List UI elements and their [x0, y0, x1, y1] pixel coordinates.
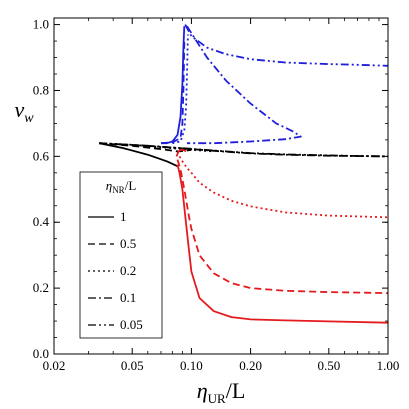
legend: ηNR/L 1 0.5 0.2 0.1 0.05 — [79, 171, 163, 339]
legend-label: 0.05 — [120, 317, 143, 332]
series-line-black-005 — [99, 142, 389, 158]
series-layer — [99, 24, 389, 324]
x-tick-label: 0.02 — [43, 358, 66, 373]
legend-title: ηNR/L — [106, 178, 137, 195]
plot-frame — [53, 17, 389, 355]
legend-label: 0.2 — [120, 263, 136, 278]
legend-label: 0.1 — [120, 290, 136, 305]
x-tick-label: 0.50 — [317, 358, 340, 373]
legend-box — [79, 171, 163, 339]
x-tick-label: 0.05 — [121, 358, 144, 373]
series-line-blue-02 — [172, 34, 189, 145]
series-line-blue-01 — [186, 25, 302, 145]
x-tick-label: 0.20 — [239, 358, 262, 373]
x-tick-label: 1.00 — [377, 358, 400, 373]
y-tick-label: 0.2 — [33, 280, 49, 295]
ticks-layer: 0.02 0.05 0.10 0.20 0.50 1.00 0.0 0.2 0.4 0.6 0.8 1… — [33, 17, 400, 373]
y-tick-label: 0.8 — [33, 82, 49, 97]
x-tick-label: 0.10 — [180, 358, 203, 373]
series-line-red-05 — [176, 159, 389, 294]
x-axis-title: ηUR/L — [197, 378, 246, 406]
series-line-blue-05 — [160, 41, 186, 145]
series-line-red-02 — [178, 155, 389, 219]
series-line-red-1 — [176, 164, 389, 324]
legend-label: 0.5 — [120, 236, 136, 251]
y-tick-label: 1.0 — [33, 17, 49, 32]
series-line-black-common — [99, 142, 178, 168]
legend-label: 1 — [120, 209, 127, 224]
y-axis-title: vw — [14, 97, 34, 126]
y-tick-label: 0.6 — [33, 148, 50, 163]
y-tick-label: 0.4 — [33, 214, 50, 229]
y-tick-label: 0.0 — [33, 346, 49, 361]
series-line-red-loop — [175, 148, 187, 157]
legend-entries: 1 0.5 0.2 0.1 0.05 — [88, 209, 143, 332]
series-line-blue-005 — [184, 24, 389, 67]
